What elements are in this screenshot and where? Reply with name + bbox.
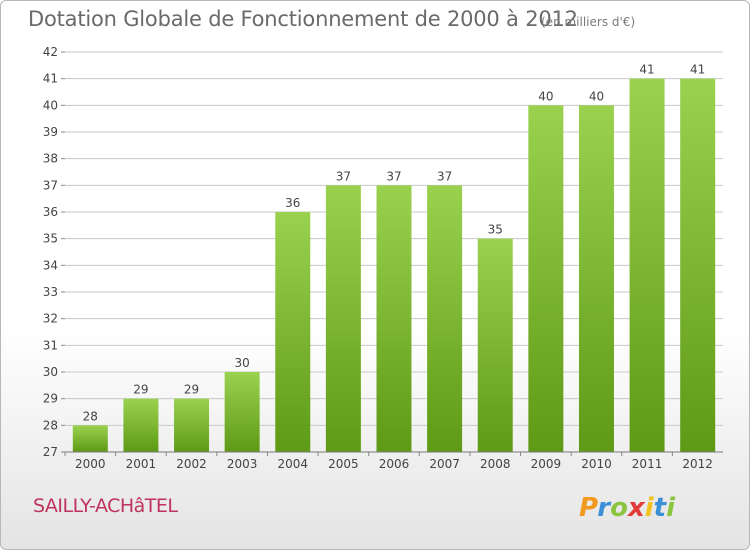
y-tick-label: 28: [43, 418, 58, 432]
data-labels: 28 29 29 30 36 37 37 37 35 40 40 41 41: [83, 63, 706, 424]
y-tick-label: 41: [43, 72, 58, 86]
bar: [325, 185, 361, 453]
bar: [174, 398, 210, 452]
bar: [477, 238, 513, 452]
x-tick-label: 2001: [126, 457, 157, 471]
bar: [680, 78, 716, 453]
data-label: 28: [83, 409, 98, 423]
y-tick-label: 42: [43, 45, 58, 59]
y-tick-label: 39: [43, 125, 58, 139]
y-tick-label: 32: [43, 312, 58, 326]
data-label: 29: [184, 383, 199, 397]
data-label: 35: [488, 223, 503, 237]
data-label: 40: [538, 89, 553, 103]
svg-text:Proxiti: Proxiti: [579, 493, 676, 523]
x-tick-label: 2010: [581, 457, 612, 471]
data-label: 41: [639, 63, 654, 77]
y-tick-label: 38: [43, 152, 58, 166]
x-axis-ticks: 2000 2001 2002 2003 2004 2005 2006 2007 2008 2009…: [64, 452, 713, 471]
bar: [224, 372, 260, 452]
x-tick-label: 2009: [531, 457, 562, 471]
bars: [72, 78, 716, 453]
y-axis-ticks: 27 28 29 30 31 32 33 34 35 36 37 38 39 40 41 42: [43, 45, 58, 459]
y-tick-label: 27: [43, 445, 58, 459]
data-label: 37: [386, 169, 401, 183]
y-tick-label: 31: [43, 338, 58, 352]
y-tick-label: 33: [43, 285, 58, 299]
bar: [578, 105, 614, 452]
x-tick-label: 2004: [277, 457, 308, 471]
bar: [427, 185, 463, 453]
bar: [376, 185, 412, 453]
data-label: 37: [437, 169, 452, 183]
y-tick-label: 29: [43, 392, 58, 406]
data-label: 41: [690, 63, 705, 77]
y-tick-label: 34: [43, 258, 58, 272]
bar: [629, 78, 665, 453]
data-label: 30: [235, 356, 250, 370]
commune-name: SAILLY-ACHâTEL: [33, 495, 178, 517]
x-tick-label: 2007: [429, 457, 460, 471]
proxiti-logo: Proxiti: [579, 493, 676, 523]
y-tick-label: 40: [43, 98, 58, 112]
x-tick-label: 2005: [328, 457, 359, 471]
bar: [123, 398, 159, 452]
data-label: 37: [336, 169, 351, 183]
x-tick-label: 2011: [632, 457, 663, 471]
bar: [275, 212, 311, 452]
data-label: 29: [133, 383, 148, 397]
x-tick-label: 2002: [176, 457, 207, 471]
x-tick-label: 2000: [75, 457, 106, 471]
y-tick-label: 30: [43, 365, 58, 379]
y-tick-label: 35: [43, 232, 58, 246]
bar: [528, 105, 564, 452]
x-tick-label: 2006: [379, 457, 410, 471]
bar: [72, 425, 108, 452]
y-tick-label: 36: [43, 205, 58, 219]
chart-unit: (en milliers d'€): [541, 15, 636, 29]
data-label: 40: [589, 89, 604, 103]
data-label: 36: [285, 196, 300, 210]
x-tick-label: 2012: [682, 457, 713, 471]
x-tick-label: 2003: [227, 457, 258, 471]
y-tick-label: 37: [43, 178, 58, 192]
chart-title: Dotation Globale de Fonctionnement de 20…: [28, 7, 578, 31]
x-tick-label: 2008: [480, 457, 511, 471]
